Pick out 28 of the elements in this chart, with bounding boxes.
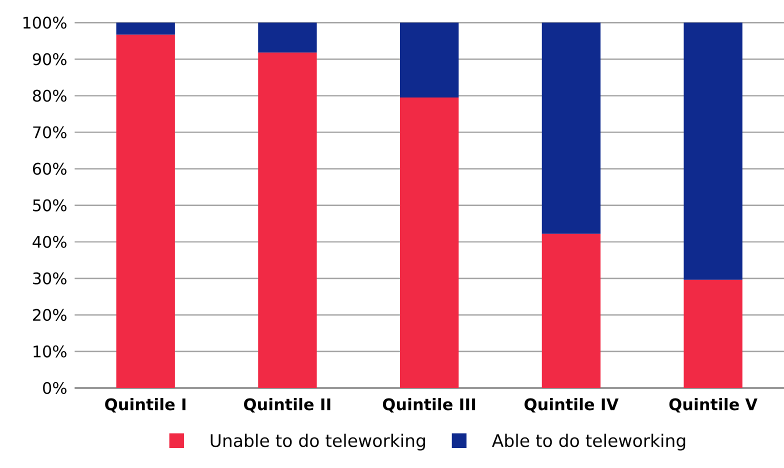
y-tick-label: 60% <box>32 162 66 175</box>
y-tick-label: 20% <box>33 308 66 321</box>
y-tick-label: 30% <box>33 272 66 284</box>
y-tick-label: 70% <box>33 126 66 138</box>
bar <box>116 22 175 35</box>
bar <box>258 52 317 388</box>
y-tick-label: 50% <box>33 199 66 212</box>
y-tick-label: 10% <box>34 345 66 358</box>
bar <box>684 22 742 280</box>
y-tick-label: 40% <box>32 236 66 248</box>
bar <box>542 22 601 234</box>
x-tick-label: Quintile IV <box>524 398 619 412</box>
y-tick-label: 100% <box>23 16 66 29</box>
x-tick-label: Quintile I <box>105 398 186 412</box>
y-tick-label: 90% <box>32 53 66 66</box>
y-tick-label: 0% <box>43 382 66 394</box>
x-tick-label: Quintile III <box>382 398 476 412</box>
x-tick-label: Quintile II <box>244 398 330 412</box>
y-tick-label: 80% <box>32 90 66 102</box>
x-tick-label: Quintile V <box>669 398 758 412</box>
bar <box>116 34 175 388</box>
bar <box>684 280 742 388</box>
bar <box>542 234 601 388</box>
legend-label: Able to do teleworking <box>492 434 686 450</box>
bar <box>400 22 459 98</box>
legend-label: Unable to do teleworking <box>210 434 425 450</box>
bar <box>400 98 459 388</box>
bar <box>258 22 317 53</box>
